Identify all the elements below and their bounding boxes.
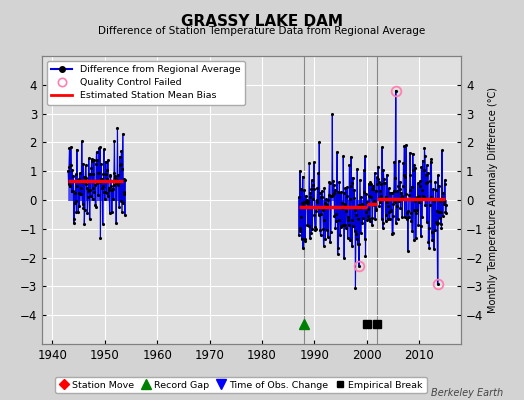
Legend: Difference from Regional Average, Quality Control Failed, Estimated Station Mean: Difference from Regional Average, Qualit… — [47, 61, 245, 105]
Legend: Station Move, Record Gap, Time of Obs. Change, Empirical Break: Station Move, Record Gap, Time of Obs. C… — [56, 377, 427, 393]
Text: Berkeley Earth: Berkeley Earth — [431, 388, 503, 398]
Text: Difference of Station Temperature Data from Regional Average: Difference of Station Temperature Data f… — [99, 26, 425, 36]
Text: GRASSY LAKE DAM: GRASSY LAKE DAM — [181, 14, 343, 29]
Y-axis label: Monthly Temperature Anomaly Difference (°C): Monthly Temperature Anomaly Difference (… — [487, 87, 497, 313]
